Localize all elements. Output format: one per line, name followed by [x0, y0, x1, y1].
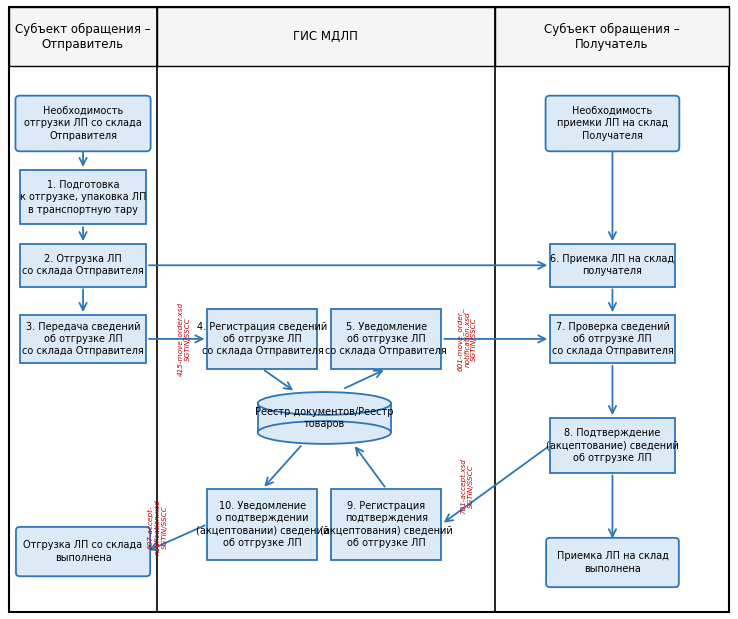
Ellipse shape	[258, 392, 391, 415]
FancyBboxPatch shape	[20, 170, 146, 224]
Text: 9. Регистрация
подтверждения
(акцептования) сведений
об отгрузке ЛП: 9. Регистрация подтверждения (акцептован…	[320, 501, 452, 548]
FancyBboxPatch shape	[550, 315, 675, 363]
Text: 7. Проверка сведений
об отгрузке ЛП
со склада Отправителя: 7. Проверка сведений об отгрузке ЛП со с…	[551, 321, 673, 357]
Text: 4. Регистрация сведений
об отгрузке ЛП
со склада Отправителя: 4. Регистрация сведений об отгрузке ЛП с…	[197, 321, 328, 357]
Bar	[258, 404, 391, 433]
Text: 415-move_order.xsd
SGTIN/SSCC: 415-move_order.xsd SGTIN/SSCC	[177, 302, 190, 376]
FancyBboxPatch shape	[550, 418, 675, 472]
Text: 1. Подготовка
к отгрузке, упаковка ЛП
в транспортную тару: 1. Подготовка к отгрузке, упаковка ЛП в …	[20, 180, 146, 215]
Text: Субъект обращения –
Получатель: Субъект обращения – Получатель	[545, 23, 680, 51]
Text: 3. Передача сведений
об отгрузке ЛП
со склада Отправителя: 3. Передача сведений об отгрузке ЛП со с…	[22, 321, 144, 357]
FancyBboxPatch shape	[207, 489, 317, 560]
Text: 8. Подтверждение
(акцептование) сведений
об отгрузке ЛП: 8. Подтверждение (акцептование) сведений…	[546, 428, 679, 462]
FancyBboxPatch shape	[550, 244, 675, 287]
FancyBboxPatch shape	[545, 96, 680, 151]
FancyBboxPatch shape	[15, 96, 151, 151]
FancyBboxPatch shape	[331, 489, 441, 560]
Text: 5. Уведомление
об отгрузке ЛП
со склада Отправителя: 5. Уведомление об отгрузке ЛП со склада …	[325, 321, 447, 357]
FancyBboxPatch shape	[207, 309, 317, 369]
Text: Необходимость
приемки ЛП на склад
Получателя: Необходимость приемки ЛП на склад Получа…	[557, 106, 668, 141]
Text: Субъект обращения –
Отправитель: Субъект обращения – Отправитель	[15, 23, 151, 51]
Text: 6. Приемка ЛП на склад
получателя: 6. Приемка ЛП на склад получателя	[551, 254, 675, 277]
Bar	[495, 7, 729, 66]
Text: 2. Отгрузка ЛП
со склада Отправителя: 2. Отгрузка ЛП со склада Отправителя	[22, 254, 144, 277]
Text: ГИС МДЛП: ГИС МДЛП	[293, 30, 358, 43]
Text: 601-move_order_
notification.xsd
SGTIN/SSCC: 601-move_order_ notification.xsd SGTIN/S…	[457, 307, 477, 371]
Text: Необходимость
отгрузки ЛП со склада
Отправителя: Необходимость отгрузки ЛП со склада Отпр…	[24, 106, 142, 141]
Text: Отгрузка ЛП со склада
выполнена: Отгрузка ЛП со склада выполнена	[24, 540, 142, 563]
FancyBboxPatch shape	[20, 244, 146, 287]
Bar	[156, 7, 495, 66]
FancyBboxPatch shape	[331, 309, 441, 369]
Text: 607-accept-
notification.xsd
SGTIN/SSCC: 607-accept- notification.xsd SGTIN/SSCC	[148, 500, 168, 555]
Text: Приемка ЛП на склад
выполнена: Приемка ЛП на склад выполнена	[556, 552, 669, 574]
Ellipse shape	[258, 421, 391, 444]
Bar	[9, 7, 156, 66]
Text: 701-accept.xsd
SGTIN/SSCC: 701-accept.xsd SGTIN/SSCC	[461, 458, 474, 514]
Text: 10. Уведомление
о подтверждении
(акцептовании) сведений
об отгрузке ЛП: 10. Уведомление о подтверждении (акцепто…	[196, 501, 329, 548]
FancyBboxPatch shape	[546, 538, 679, 587]
Text: Реестр документов/Реестр
товаров: Реестр документов/Реестр товаров	[255, 407, 393, 429]
FancyBboxPatch shape	[20, 315, 146, 363]
FancyBboxPatch shape	[16, 527, 150, 576]
